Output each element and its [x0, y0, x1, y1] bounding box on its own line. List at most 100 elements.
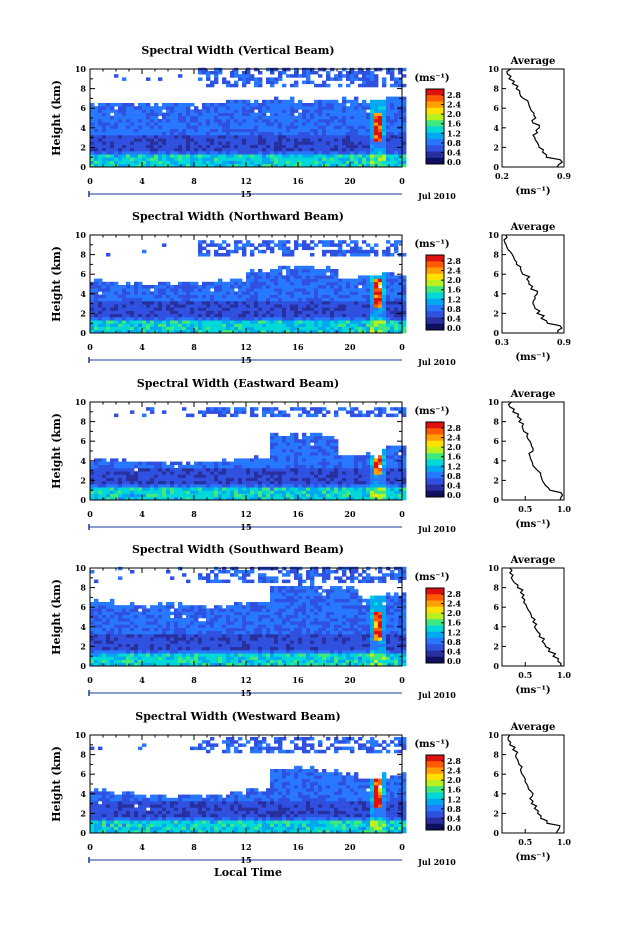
average-y-tick-label: 10 — [488, 230, 500, 240]
colorbar-tick-label: 2.8 — [447, 756, 461, 766]
x-tick-label: 0 — [87, 675, 93, 685]
average-profile-line — [506, 68, 564, 168]
colorbar-swatch — [426, 811, 444, 818]
x-tick-label: 20 — [344, 176, 356, 186]
x-tick-label: 8 — [191, 509, 197, 519]
y-tick-label: 8 — [80, 417, 86, 427]
y-tick-label: 4 — [80, 789, 86, 799]
x-tick-label: 0 — [87, 176, 93, 186]
y-tick-label: 2 — [80, 641, 86, 651]
x-tick-label: 12 — [240, 842, 251, 852]
day-label: 15 — [240, 688, 251, 698]
average-unit-label: (ms⁻¹) — [515, 186, 550, 197]
average-title: Average — [510, 222, 556, 233]
month-label: Jul 2010 — [417, 191, 456, 201]
y-tick-label: 4 — [80, 622, 86, 632]
colorbar-tick-label: 1.6 — [447, 452, 461, 462]
colorbar-swatch — [426, 434, 444, 442]
colorbar-swatch — [426, 255, 444, 262]
heatmap-cells — [90, 566, 407, 667]
colorbar-swatch — [426, 606, 444, 614]
average-y-tick-label: 8 — [493, 417, 499, 427]
average-x-tick-label: 0.9 — [557, 171, 571, 181]
colorbar-tick-label: 0.4 — [447, 646, 461, 656]
colorbar-tick-label: 2.4 — [447, 766, 461, 776]
colorbar-tick-label: 0.8 — [447, 637, 461, 647]
average-y-tick-label: 0 — [493, 328, 499, 338]
average-y-tick-label: 8 — [493, 750, 499, 760]
colorbar-tick-label: 0.4 — [447, 480, 461, 490]
average-x-tick-label: 1.0 — [557, 504, 571, 514]
y-tick-label: 2 — [80, 475, 86, 485]
x-tick-label: 16 — [292, 675, 304, 685]
average-y-tick-label: 6 — [493, 436, 499, 446]
average-y-tick-label: 2 — [493, 641, 499, 651]
colorbar-tick-label: 1.2 — [447, 294, 461, 304]
colorbar-swatch — [426, 126, 444, 134]
colorbar-unit: (ms⁻¹) — [414, 239, 449, 250]
heatmap-cells — [90, 67, 407, 168]
y-tick-label: 8 — [80, 750, 86, 760]
x-tick-label: 16 — [292, 842, 304, 852]
y-tick-label: 2 — [80, 808, 86, 818]
colorbar-frame — [425, 421, 445, 498]
average-y-tick-label: 8 — [493, 250, 499, 260]
average-title: Average — [510, 389, 556, 400]
colorbar-unit: (ms⁻¹) — [414, 739, 449, 750]
x-tick-label: 12 — [240, 342, 251, 352]
colorbar-swatch — [426, 422, 444, 429]
colorbar-tick-label: 0.4 — [447, 147, 461, 157]
colorbar-tick-label: 2.8 — [447, 423, 461, 433]
colorbar-swatch — [426, 261, 444, 268]
y-axis-label: Height (km) — [50, 746, 63, 822]
average-y-tick-label: 6 — [493, 769, 499, 779]
colorbar-swatch — [426, 89, 444, 96]
average-profile-line — [508, 567, 562, 666]
colorbar-tick-label: 2.0 — [447, 275, 461, 285]
colorbar-swatch — [426, 755, 444, 762]
colorbar-tick-label: 0.0 — [447, 656, 461, 666]
colorbar-unit: (ms⁻¹) — [414, 572, 449, 583]
average-y-tick-label: 10 — [488, 730, 500, 740]
colorbar-tick-label: 2.8 — [447, 256, 461, 266]
day-label: 15 — [240, 522, 251, 532]
colorbar-swatch — [426, 101, 444, 109]
colorbar-tick-label: 0.8 — [447, 304, 461, 314]
y-tick-label: 6 — [80, 769, 86, 779]
panel-3: Spectral Width (Eastward Beam) 0 2 4 6 8 10 Hei… — [50, 377, 571, 534]
colorbar-swatch — [426, 638, 444, 645]
panel-title: Spectral Width (Eastward Beam) — [137, 377, 339, 390]
colorbar-frame — [425, 587, 445, 664]
colorbar-swatch — [426, 656, 444, 664]
colorbar-swatch — [426, 453, 444, 460]
colorbar-swatch — [426, 298, 444, 306]
colorbar-swatch — [426, 139, 444, 146]
colorbar-tick-label: 1.6 — [447, 618, 461, 628]
average-x-tick-label: 0.5 — [518, 504, 532, 514]
x-tick-label: 20 — [344, 675, 356, 685]
colorbar-swatch — [426, 650, 444, 658]
y-tick-label: 6 — [80, 269, 86, 279]
x-tick-label: 0 — [87, 842, 93, 852]
colorbar-swatch — [426, 286, 444, 293]
colorbar-swatch — [426, 305, 444, 312]
x-tick-label: 0 — [399, 842, 405, 852]
average-y-tick-label: 0 — [493, 162, 499, 172]
x-tick-label: 12 — [240, 509, 251, 519]
colorbar-swatch — [426, 95, 444, 102]
colorbar-tick-label: 1.6 — [447, 785, 461, 795]
average-y-tick-label: 2 — [493, 142, 499, 152]
colorbar-swatch — [426, 619, 444, 626]
colorbar-swatch — [426, 273, 444, 281]
x-tick-label: 8 — [191, 842, 197, 852]
average-y-tick-label: 2 — [493, 308, 499, 318]
x-tick-label: 4 — [139, 842, 145, 852]
colorbar-tick-label: 2.0 — [447, 608, 461, 618]
colorbar-swatch — [426, 132, 444, 140]
average-y-tick-label: 4 — [493, 622, 499, 632]
month-label: Jul 2010 — [417, 690, 456, 700]
x-tick-label: 8 — [191, 342, 197, 352]
colorbar-tick-label: 1.6 — [447, 285, 461, 295]
average-x-tick-label: 1.0 — [557, 670, 571, 680]
x-tick-label: 4 — [139, 176, 145, 186]
